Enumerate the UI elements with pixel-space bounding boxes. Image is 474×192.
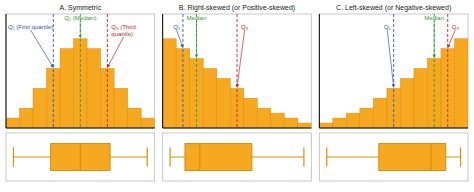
- quartile-line: [107, 14, 108, 128]
- bar: [163, 39, 177, 128]
- annotation-arrow: [31, 30, 54, 67]
- bar: [284, 118, 298, 128]
- bar: [128, 108, 142, 128]
- whisker: [327, 157, 379, 158]
- y-axis-line: [319, 14, 320, 128]
- box: [185, 144, 252, 171]
- bar: [454, 39, 468, 128]
- whisker: [170, 157, 185, 158]
- bar: [114, 88, 128, 128]
- frame: [319, 14, 468, 128]
- quartile-line: [393, 14, 394, 128]
- whisker-cap: [326, 147, 327, 166]
- whisker: [13, 157, 50, 158]
- annotation-arrow: [434, 21, 435, 57]
- x-axis-line: [163, 128, 312, 129]
- bar: [20, 108, 34, 128]
- annotation: Median: [187, 15, 207, 21]
- box: [51, 144, 110, 171]
- box-plot: [163, 133, 312, 181]
- quartile-line: [53, 14, 54, 128]
- bar: [319, 123, 333, 128]
- panel: B. Right-skewed (or Positive-skewed) Medi…: [163, 4, 312, 128]
- annotation: Median: [424, 15, 444, 21]
- whisker: [252, 157, 304, 158]
- bars: [6, 14, 155, 128]
- quartile-line: [80, 14, 81, 128]
- annotation-arrow: [448, 30, 456, 47]
- bar: [333, 118, 347, 128]
- figure: A. Symmetric Q₂ (Median) Q₁ (First quartil…: [0, 0, 474, 192]
- bar: [298, 123, 312, 128]
- annotation-arrow: [107, 37, 123, 68]
- bars: [319, 14, 468, 128]
- annotation-arrow: [177, 30, 183, 47]
- bar: [33, 88, 47, 128]
- annotation: Q₁: [173, 24, 180, 30]
- bar: [217, 78, 231, 128]
- title: C. Left-skewed (or Negative-skewed): [336, 4, 451, 12]
- bar: [400, 78, 414, 128]
- bar: [6, 118, 20, 128]
- x-axis-line: [6, 128, 155, 129]
- whisker-cap: [13, 147, 14, 166]
- bar: [244, 98, 258, 128]
- annotation-arrow: [387, 30, 393, 87]
- median: [80, 144, 81, 171]
- y-axis-line: [6, 14, 7, 128]
- whisker-cap: [460, 147, 461, 166]
- frame: [6, 133, 155, 181]
- annotation-arrow: [237, 30, 245, 87]
- box-plot: [319, 133, 468, 181]
- annotation: Q₃ (Thirdquartile): [111, 24, 135, 37]
- annotation: Q₁ (First quartile): [8, 24, 53, 30]
- annotation: Q₃: [452, 24, 460, 30]
- whisker: [110, 157, 147, 158]
- annotation: Q₁: [384, 24, 391, 30]
- median: [199, 144, 200, 171]
- annotation: Q₃: [241, 24, 249, 30]
- bar: [360, 108, 374, 128]
- frame: [319, 133, 468, 181]
- bar: [141, 118, 155, 128]
- median: [430, 144, 431, 171]
- bars: [163, 14, 312, 128]
- quartile-line: [447, 14, 448, 128]
- whisker: [446, 157, 461, 158]
- annotation: Q₂ (Median): [64, 15, 96, 21]
- whisker-cap: [147, 147, 148, 166]
- quartile-line: [237, 14, 238, 128]
- title: B. Right-skewed (or Positive-skewed): [179, 4, 295, 12]
- box: [379, 144, 446, 171]
- x-axis-line: [319, 128, 468, 129]
- whisker-cap: [303, 147, 304, 166]
- quartile-line: [182, 14, 183, 128]
- bar: [414, 69, 428, 128]
- bar: [373, 98, 387, 128]
- frame: [163, 133, 312, 181]
- panel: C. Left-skewed (or Negative-skewed) Media…: [319, 4, 468, 128]
- whisker-cap: [170, 147, 171, 166]
- bar: [271, 113, 285, 128]
- bar: [203, 69, 217, 128]
- quartile-line: [196, 14, 197, 128]
- annotation-arrow: [80, 21, 81, 37]
- quartile-line: [434, 14, 435, 128]
- frame: [6, 14, 155, 128]
- bar: [60, 49, 74, 128]
- bar: [346, 113, 360, 128]
- panel: A. Symmetric Q₂ (Median) Q₁ (First quartil…: [6, 4, 155, 128]
- annotation-arrow: [196, 21, 197, 57]
- y-axis-line: [162, 14, 163, 128]
- bar: [257, 108, 271, 128]
- bar: [87, 49, 101, 128]
- frame: [163, 14, 312, 128]
- title: A. Symmetric: [60, 4, 102, 12]
- box-plot: [6, 133, 155, 181]
